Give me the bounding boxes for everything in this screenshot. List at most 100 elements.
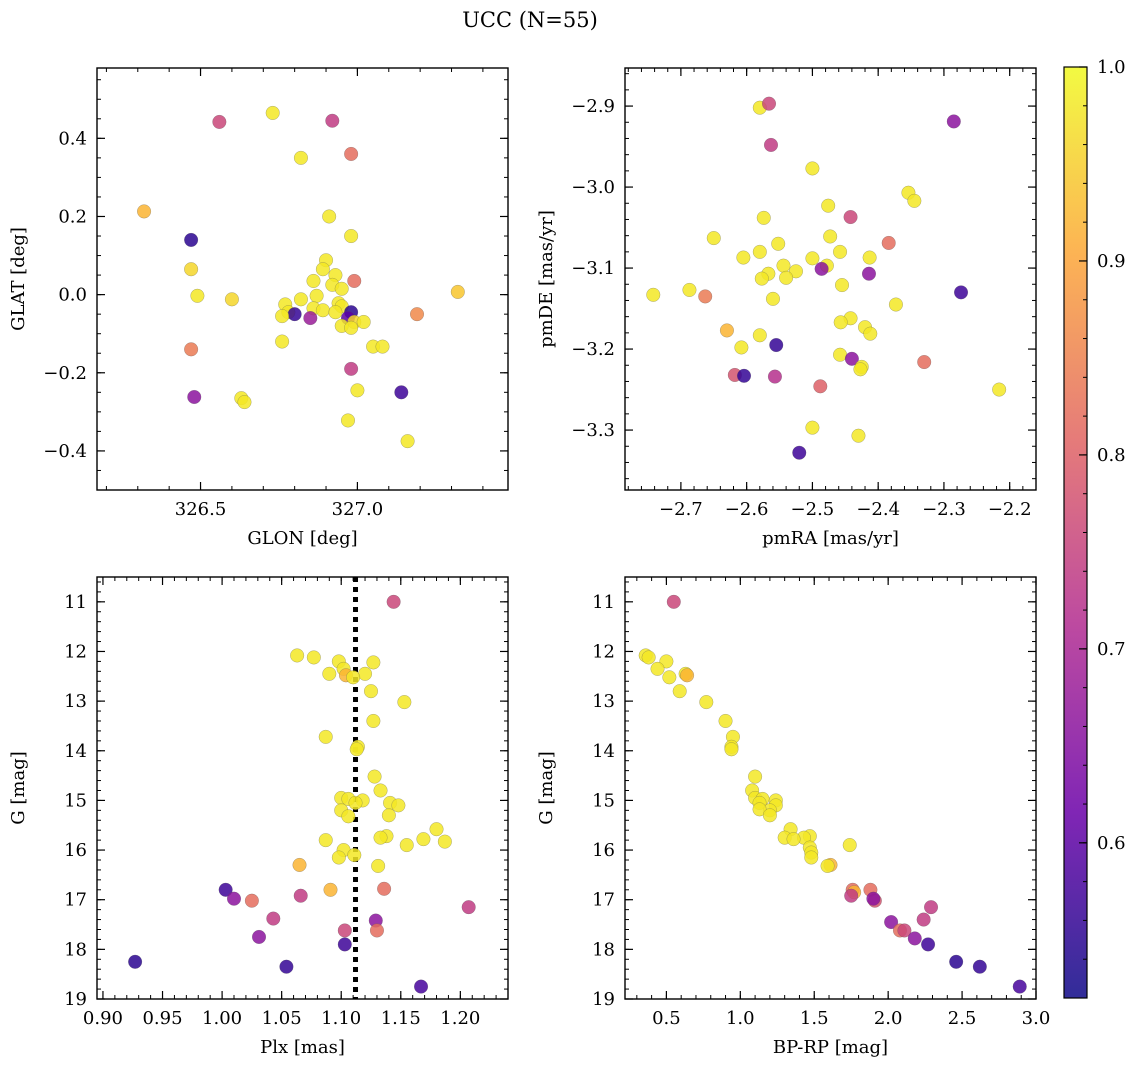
x-axis-label: GLON [deg] [247, 528, 357, 549]
scatter-point [884, 915, 899, 930]
scatter-point [349, 742, 364, 757]
scatter-point [252, 929, 267, 944]
scatter-point [763, 137, 778, 152]
scatter-point [680, 668, 695, 683]
scatter-point [337, 923, 352, 938]
scatter-point [748, 769, 763, 784]
x-tick-label: −2.4 [856, 499, 900, 520]
scatter-point [736, 250, 751, 265]
y-tick-label: 13 [592, 691, 615, 712]
scatter-point [792, 445, 807, 460]
scatter-point [762, 808, 777, 823]
scatter-point [293, 150, 308, 165]
scatter-point [776, 258, 791, 273]
scatter-point [366, 713, 381, 728]
scatter-point [907, 193, 922, 208]
scatter-point [805, 420, 820, 435]
scatter-point [347, 273, 362, 288]
scatter-point [371, 858, 386, 873]
scatter-point [756, 210, 771, 225]
scatter-point [881, 235, 896, 250]
scatter-point [718, 713, 733, 728]
scatter-point [386, 594, 401, 609]
scatter-point [662, 670, 677, 685]
scatter-point [461, 900, 476, 915]
scatter-point [325, 113, 340, 128]
axes-frame [96, 576, 509, 1000]
scatter-point [416, 832, 431, 847]
scatter-point [287, 307, 302, 322]
scatter-point [972, 959, 987, 974]
scatter-point [290, 648, 305, 663]
y-tick-label: 18 [592, 939, 615, 960]
minor-ticks [625, 577, 1037, 1000]
scatter-point [917, 355, 932, 370]
scatter-point [851, 428, 866, 443]
minor-ticks [97, 577, 509, 1000]
scatter-point [946, 114, 961, 129]
scatter-point [331, 850, 346, 865]
scatter-point [842, 838, 857, 853]
scatter-point [322, 666, 337, 681]
x-tick-label: 0.5 [652, 1008, 681, 1029]
y-tick-label: −0.4 [43, 441, 87, 462]
scatter-point [381, 808, 396, 823]
scatter-point [666, 594, 681, 609]
scatter-point [346, 670, 361, 685]
scatter-point [805, 251, 820, 266]
y-axis-label: pmDE [mas/yr] [536, 210, 557, 348]
y-tick-label: −3.3 [571, 420, 615, 441]
y-tick-label: 18 [64, 939, 87, 960]
scatter-point [367, 769, 382, 784]
scatter-point [949, 954, 964, 969]
scatter-point [218, 882, 233, 897]
x-axis-label: Plx [mas] [260, 1037, 345, 1058]
scatter-point [347, 848, 362, 863]
scatter-point [334, 281, 349, 296]
scatter-point [788, 264, 803, 279]
scatter-point [737, 368, 752, 383]
scatter-point [724, 742, 739, 757]
scatter-point [309, 288, 324, 303]
colorbar-tick-label: 0.8 [1097, 445, 1126, 466]
scatter-point [293, 292, 308, 307]
colorbar-tick-label: 0.9 [1097, 251, 1126, 272]
y-tick-label: 14 [64, 741, 87, 762]
scatter-point [833, 315, 848, 330]
scatter-point [399, 838, 414, 853]
scatter-point [862, 250, 877, 265]
colorbar-tick-label: 0.6 [1097, 833, 1126, 854]
scatter-point [821, 198, 836, 213]
scatter-point [348, 795, 363, 810]
scatter-point [128, 954, 143, 969]
scatter-point [765, 291, 780, 306]
axes-frame [624, 576, 1037, 1000]
x-tick-label: 2.5 [948, 1008, 977, 1029]
y-tick-label: −0.2 [43, 363, 87, 384]
x-tick-label: 1.00 [202, 1008, 242, 1029]
scatter-point [323, 882, 338, 897]
x-axis-label: BP-RP [mag] [773, 1037, 888, 1058]
scatter-point [375, 339, 390, 354]
scatter-point [350, 383, 365, 398]
y-tick-label: −3.1 [571, 258, 615, 279]
panel-cmd: 0.5 1.0 1.5 2.0 2.5 3.0 11 12 13 14 15 16 17 18 19 BP-R… [536, 576, 1050, 1058]
scatter-point [833, 244, 848, 259]
x-tick-label: 327.0 [332, 499, 384, 520]
scatter-point [897, 923, 912, 938]
y-tick-label: 13 [64, 691, 87, 712]
scatter-point [762, 96, 777, 111]
scatter-point [337, 937, 352, 952]
scatter-point [429, 822, 444, 837]
scatter-point [650, 661, 665, 676]
scatter-point [861, 266, 876, 281]
y-tick-label: 19 [64, 989, 87, 1010]
y-tick-label: −3.2 [571, 339, 615, 360]
scatter-point [212, 114, 227, 129]
scatter-point [813, 379, 828, 394]
colorbar-tick-label: 1.0 [1097, 57, 1126, 78]
y-tick-label: −2.9 [571, 96, 615, 117]
y-axis-label: G [mag] [536, 751, 557, 824]
scatter-point [820, 858, 835, 873]
scatter-point [315, 262, 330, 277]
